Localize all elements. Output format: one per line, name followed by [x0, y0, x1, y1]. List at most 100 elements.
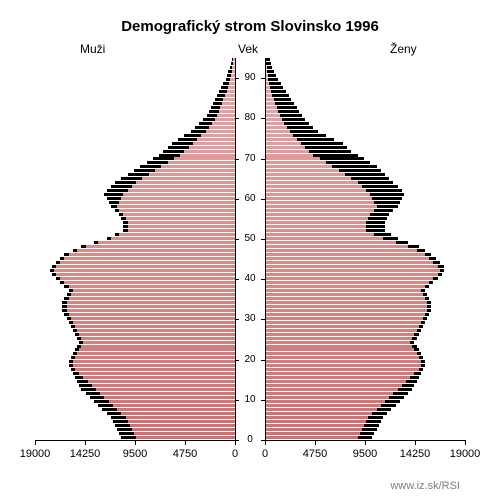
male-bar — [136, 181, 235, 184]
female-bar — [265, 392, 393, 395]
y-tick — [261, 239, 265, 240]
male-bar — [98, 241, 235, 244]
x-tick — [85, 440, 86, 445]
male-bar — [119, 233, 235, 236]
female-bar — [265, 396, 389, 399]
female-bar — [265, 313, 425, 316]
female-bar — [265, 348, 414, 351]
female-bar — [265, 301, 427, 304]
female-bar — [265, 165, 332, 168]
male-bar — [206, 130, 235, 133]
male-bar — [56, 273, 235, 276]
female-bar — [265, 134, 293, 137]
male-bar — [81, 337, 235, 340]
male-bar — [219, 110, 235, 113]
male-bar — [119, 201, 235, 204]
male-bar — [117, 408, 235, 411]
male-bar — [128, 189, 235, 192]
male-bar — [225, 94, 235, 97]
x-tick-label: 14250 — [67, 448, 103, 460]
male-bar — [113, 404, 235, 407]
x-tick — [265, 440, 266, 445]
male-bar — [220, 106, 235, 109]
female-bar — [265, 297, 425, 300]
female-bar — [265, 94, 272, 97]
female-bar — [265, 245, 408, 248]
male-bar — [130, 424, 235, 427]
male-bar — [100, 392, 235, 395]
female-bar — [265, 424, 364, 427]
male-bar — [109, 400, 235, 403]
female-bar — [265, 257, 429, 260]
female-bar — [265, 388, 398, 391]
female-bar — [265, 337, 412, 340]
male-bar — [128, 221, 235, 224]
female-bar — [265, 154, 313, 157]
male-bar — [77, 329, 235, 332]
male-bar — [209, 126, 235, 129]
male-bar — [86, 245, 235, 248]
y-tick — [261, 319, 265, 320]
female-bar — [265, 241, 396, 244]
female-bar — [265, 146, 305, 149]
male-bar — [88, 380, 235, 383]
male-bar — [174, 157, 235, 160]
y-tick-label: 20 — [239, 354, 261, 365]
male-bar — [128, 229, 235, 232]
y-tick-label: 90 — [239, 72, 261, 83]
male-bar — [111, 237, 235, 240]
x-tick-label: 19000 — [17, 448, 53, 460]
male-bar — [161, 165, 235, 168]
female-bar — [265, 213, 370, 216]
female-bar — [265, 253, 425, 256]
female-bar — [265, 352, 417, 355]
male-bar — [123, 213, 235, 216]
male-bar — [201, 134, 235, 137]
male-bar — [81, 345, 235, 348]
male-bar — [227, 90, 235, 93]
male-bar — [83, 376, 235, 379]
female-bar — [265, 197, 372, 200]
male-bar — [104, 396, 235, 399]
female-bar — [265, 173, 345, 176]
chart-container: Demografický strom Slovinsko 1996 Muži V… — [0, 0, 500, 500]
male-bar — [180, 154, 235, 157]
x-tick-label: 4750 — [167, 448, 203, 460]
male-bar — [54, 269, 235, 272]
female-bar — [265, 384, 402, 387]
female-bar — [265, 380, 406, 383]
y-tick — [261, 78, 265, 79]
male-bar — [149, 173, 235, 176]
male-bar — [73, 321, 235, 324]
y-axis-right — [265, 58, 266, 440]
female-bar — [265, 404, 381, 407]
y-tick-label: 40 — [239, 273, 261, 284]
y-tick-label: 0 — [239, 434, 261, 445]
female-bar — [265, 420, 366, 423]
male-bar — [69, 285, 235, 288]
female-bar — [265, 416, 368, 419]
x-tick — [315, 440, 316, 445]
male-bar — [132, 428, 235, 431]
female-bar — [265, 217, 368, 220]
female-bar — [265, 281, 429, 284]
x-tick-label: 0 — [247, 448, 283, 460]
female-bar — [265, 201, 374, 204]
footer-url: www.iz.sk/RSI — [390, 480, 460, 492]
female-bar — [265, 185, 362, 188]
female-bar — [265, 364, 421, 367]
female-bar — [265, 428, 362, 431]
x-tick — [415, 440, 416, 445]
y-tick — [261, 159, 265, 160]
male-bar — [212, 122, 235, 125]
male-bar — [64, 257, 235, 260]
female-bar — [265, 225, 366, 228]
female-bar — [265, 372, 414, 375]
pyramid-chart: 0047504750950095001425014250190001900001… — [0, 0, 500, 500]
female-bar — [265, 209, 374, 212]
y-tick-label: 60 — [239, 193, 261, 204]
female-bar — [265, 102, 275, 105]
female-bar — [265, 309, 427, 312]
female-bar — [265, 317, 423, 320]
female-bar — [265, 233, 374, 236]
